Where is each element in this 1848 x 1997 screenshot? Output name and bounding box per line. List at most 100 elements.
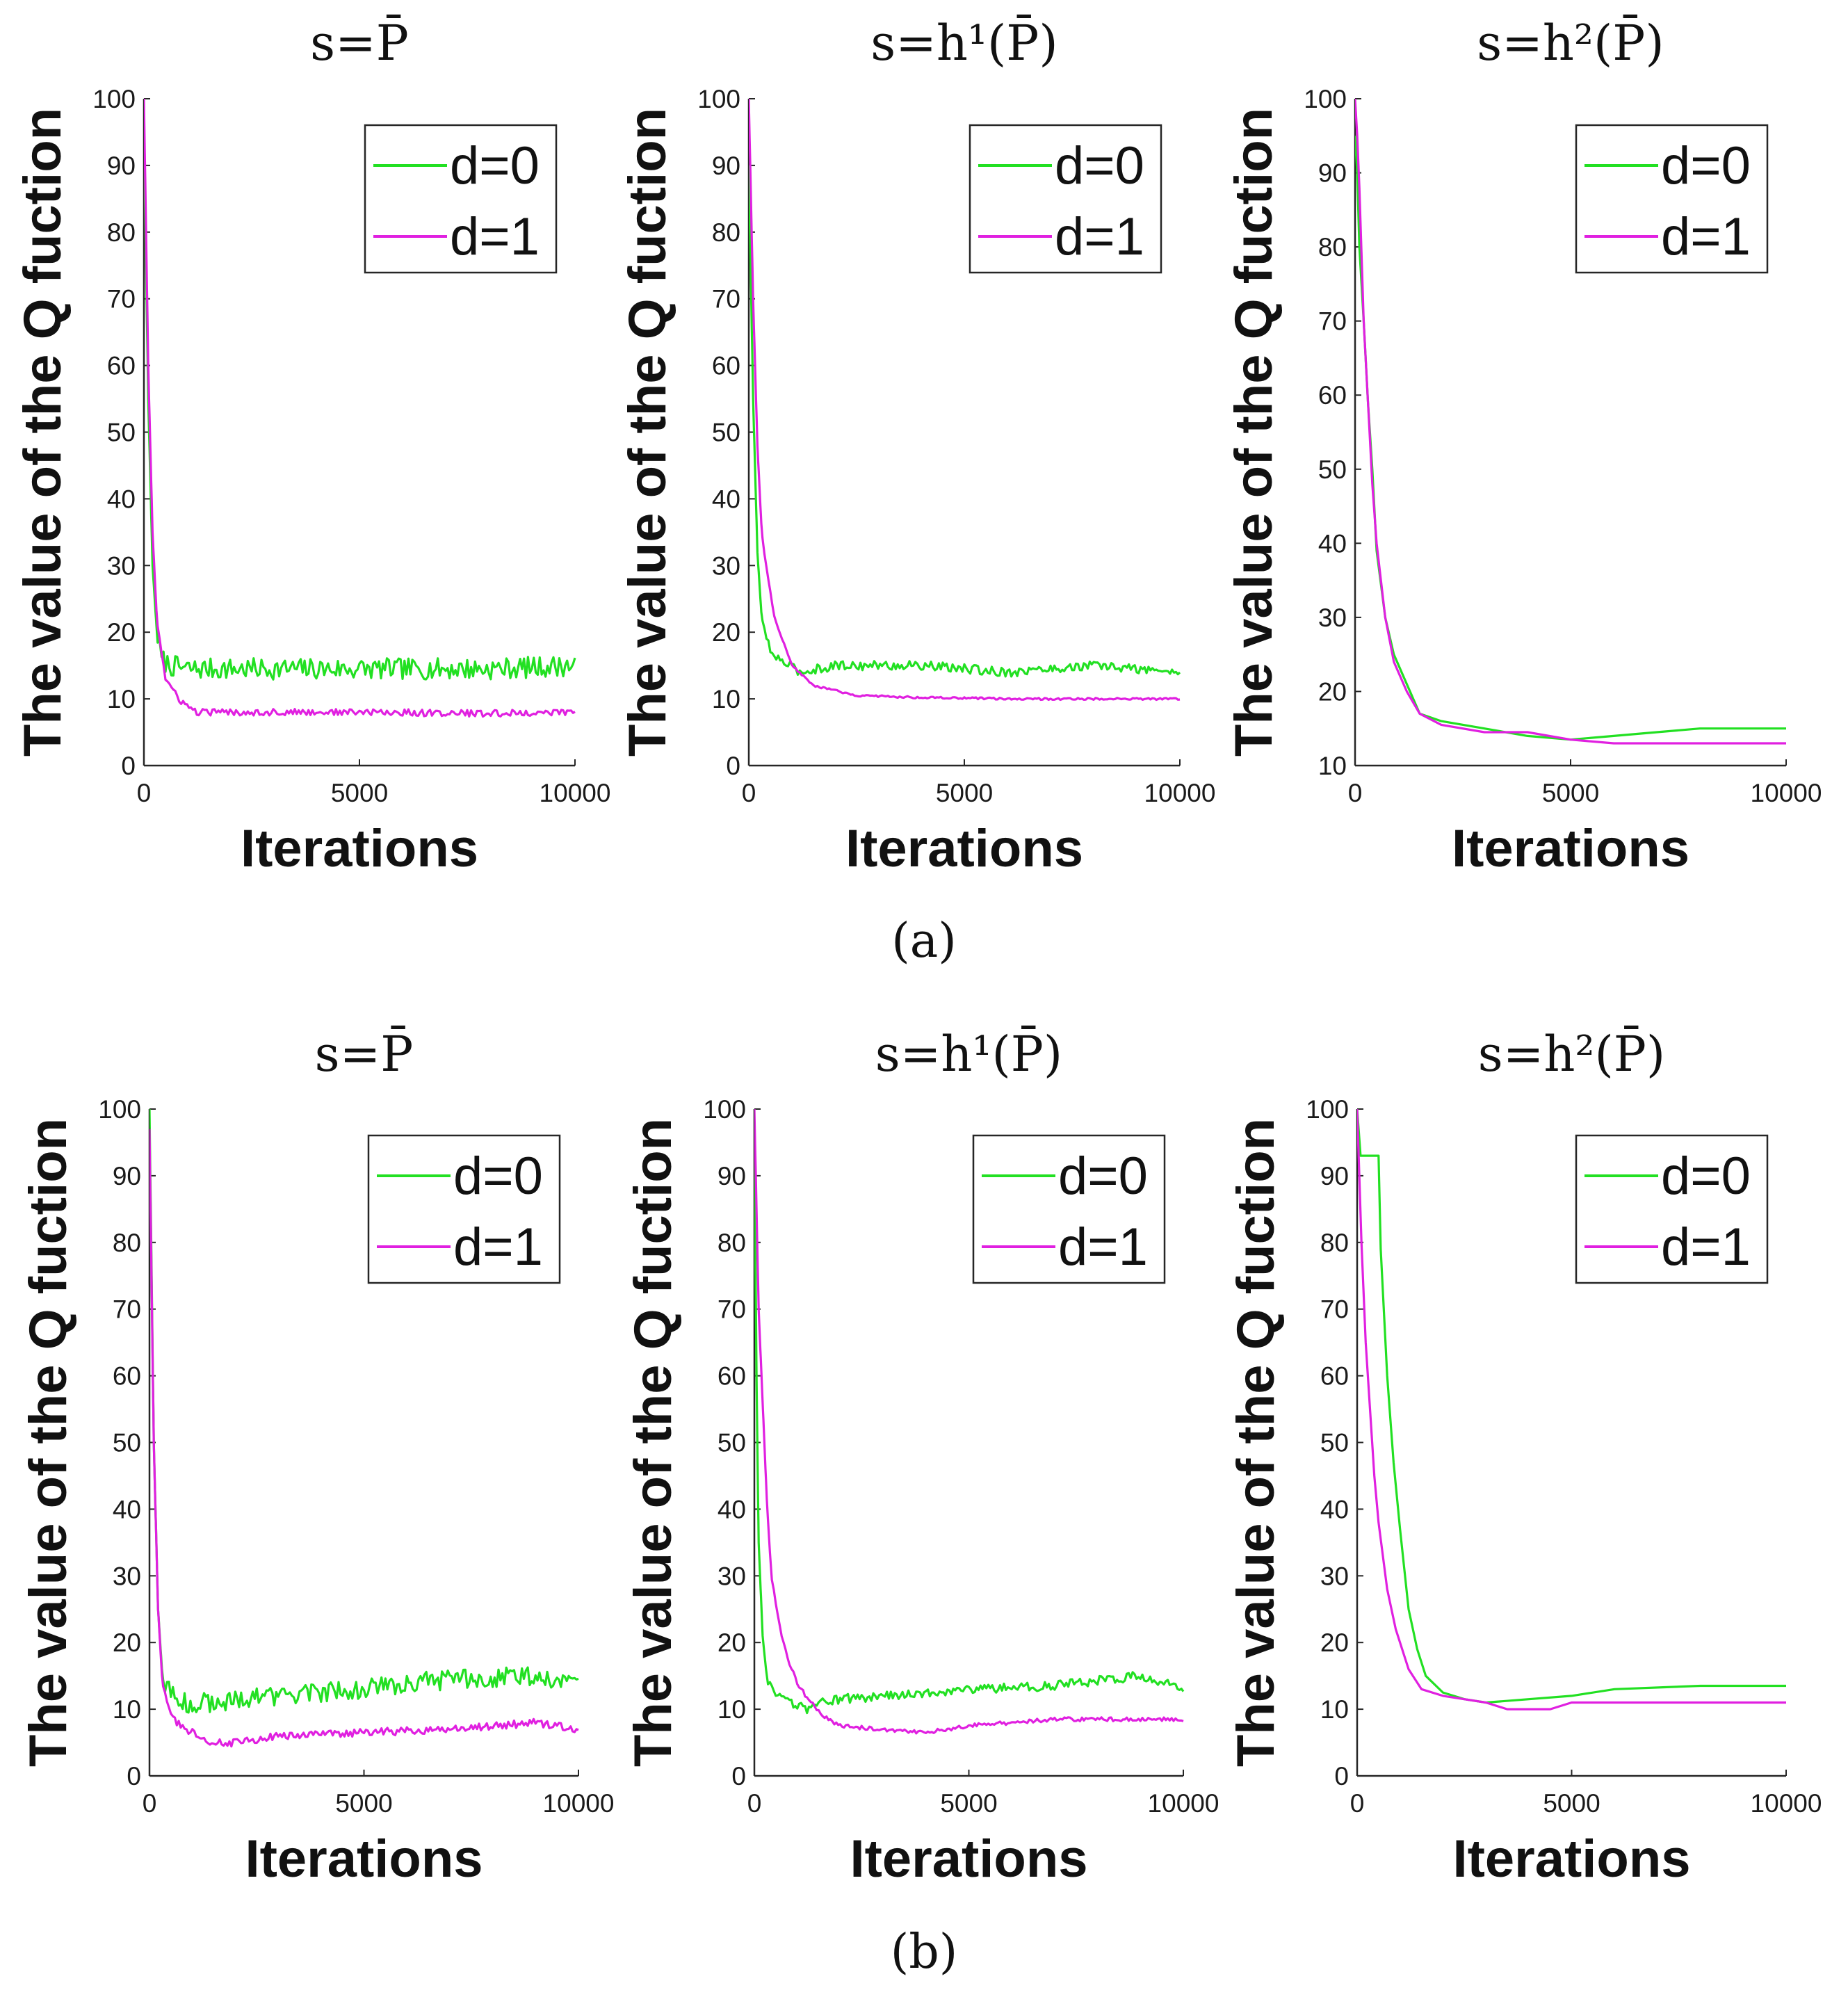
- y-tick-label: 60: [107, 352, 136, 380]
- y-tick-label: 30: [1318, 604, 1347, 632]
- legend-label-d0: d=0: [453, 1147, 543, 1206]
- y-tick-label: 90: [1320, 1162, 1349, 1190]
- x-tick-label: 0: [742, 779, 756, 807]
- legend-label-d1: d=1: [1661, 207, 1751, 266]
- y-tick-label: 90: [113, 1162, 141, 1190]
- y-tick-label: 40: [712, 485, 740, 513]
- chart-title: s=h¹(P̄): [875, 1025, 1062, 1083]
- series-line-d1: [754, 1108, 1184, 1735]
- y-tick-label: 60: [113, 1362, 141, 1391]
- y-tick-label: 80: [718, 1229, 746, 1257]
- x-tick-label: 0: [143, 1789, 157, 1818]
- y-axis-label: The value of the Q fuction: [1226, 1118, 1286, 1767]
- x-axis-label: Iterations: [1452, 819, 1689, 878]
- y-tick-label: 20: [718, 1628, 746, 1657]
- series-line-d1: [749, 98, 1181, 702]
- series-line-d1: [1355, 98, 1786, 745]
- y-tick-label: 70: [1318, 307, 1347, 336]
- chart-panel-5: s=h¹(P̄) 0 10 20 30 40 50 60 70 80 90 100 0 5000 10000…: [624, 1025, 1219, 1889]
- series-line-d0: [144, 131, 576, 681]
- legend-label-d0: d=0: [1661, 1147, 1751, 1206]
- y-tick-label: 70: [113, 1295, 141, 1324]
- y-tick-label: 50: [1320, 1429, 1349, 1457]
- y-tick-label: 80: [113, 1229, 141, 1257]
- chart-panel-4: s=P̄ 0 10 20 30 40 50 60 70 80 90 100 0 5000 10000 Iter…: [19, 1025, 614, 1889]
- y-axis-label: The value of the Q fuction: [624, 1118, 683, 1767]
- x-axis-label: Iterations: [245, 1829, 483, 1889]
- chart-title: s=P̄: [315, 1025, 414, 1083]
- y-tick-label: 70: [718, 1295, 746, 1324]
- y-tick-label: 70: [1320, 1295, 1349, 1324]
- legend-label-d0: d=0: [1661, 136, 1751, 195]
- y-tick-label: 50: [718, 1429, 746, 1457]
- x-tick-label: 0: [747, 1789, 762, 1818]
- y-tick-label: 70: [712, 285, 740, 314]
- y-tick-label: 60: [712, 352, 740, 380]
- series-line-d0: [754, 1142, 1185, 1715]
- chart-panel-1: s=P̄ 0 10 20 30 40 50 60 70 80 90 100 0 5000 10000 Iter…: [13, 14, 610, 878]
- y-axis-label: The value of the Q fuction: [1224, 108, 1283, 757]
- chart-title: s=P̄: [310, 14, 409, 72]
- y-tick-label: 20: [1318, 677, 1347, 706]
- legend-box: [364, 124, 558, 274]
- y-tick-label: 10: [1318, 752, 1347, 780]
- legend-label-d1: d=1: [450, 207, 540, 266]
- x-tick-label: 10000: [1148, 1789, 1219, 1818]
- legend-label-d1: d=1: [1661, 1218, 1751, 1277]
- chart-panel-6: s=h²(P̄) 0 10 20 30 40 50 60 70 80 90 100 0 5000 10000…: [1226, 1025, 1822, 1889]
- x-tick-label: 10000: [1144, 779, 1216, 807]
- y-tick-label: 80: [1320, 1229, 1349, 1257]
- y-tick-label: 40: [113, 1495, 141, 1523]
- y-tick-label: 60: [1320, 1362, 1349, 1391]
- y-tick-label: 0: [1334, 1762, 1349, 1790]
- legend-box: [1575, 1134, 1769, 1284]
- y-tick-label: 10: [712, 685, 740, 713]
- y-tick-label: 10: [107, 685, 136, 713]
- series-line-d0: [149, 1108, 579, 1714]
- y-tick-label: 40: [718, 1495, 746, 1523]
- y-tick-label: 90: [107, 152, 136, 180]
- chart-panel-2: s=h¹(P̄) 0 10 20 30 40 50 60 70 80 90 100 0 5000 10000…: [618, 14, 1215, 878]
- legend-label-d0: d=0: [1055, 136, 1144, 195]
- series-line-d1: [144, 98, 576, 718]
- y-tick-label: 10: [113, 1695, 141, 1724]
- y-tick-label: 100: [98, 1095, 141, 1124]
- x-axis-label: Iterations: [241, 819, 478, 878]
- y-tick-label: 40: [107, 485, 136, 513]
- x-tick-label: 0: [1350, 1789, 1365, 1818]
- y-tick-label: 90: [1318, 159, 1347, 188]
- chart-title: s=h²(P̄): [1478, 1025, 1665, 1083]
- y-tick-label: 10: [718, 1695, 746, 1724]
- x-tick-label: 10000: [1751, 779, 1822, 807]
- caption-b: (b): [891, 1925, 958, 1980]
- y-tick-label: 60: [718, 1362, 746, 1391]
- chart-panel-3: s=h²(P̄) 10 20 30 40 50 60 70 80 90 100 0 5000 10000 I…: [1224, 14, 1822, 878]
- y-axis-label: The value of the Q fuction: [618, 108, 677, 757]
- y-tick-label: 50: [107, 419, 136, 447]
- chart-title: s=h²(P̄): [1477, 14, 1664, 72]
- y-tick-label: 100: [1306, 1095, 1349, 1124]
- y-tick-label: 20: [107, 618, 136, 647]
- y-tick-label: 80: [1318, 233, 1347, 261]
- legend-label-d0: d=0: [450, 136, 540, 195]
- x-tick-label: 0: [137, 779, 152, 807]
- x-tick-label: 10000: [540, 779, 611, 807]
- legend-label-d1: d=1: [1058, 1218, 1148, 1277]
- series-line-d1: [149, 1129, 579, 1748]
- y-tick-label: 10: [1320, 1695, 1349, 1724]
- x-tick-label: 5000: [335, 1789, 392, 1818]
- y-tick-label: 0: [726, 752, 740, 780]
- legend-label-d1: d=1: [1055, 207, 1144, 266]
- y-axis-label: The value of the Q fuction: [13, 108, 72, 757]
- x-tick-label: 10000: [1751, 1789, 1822, 1818]
- legend-box: [972, 1134, 1166, 1284]
- y-tick-label: 30: [718, 1562, 746, 1590]
- y-tick-label: 50: [712, 419, 740, 447]
- y-tick-label: 30: [1320, 1562, 1349, 1590]
- y-tick-label: 50: [1318, 455, 1347, 484]
- x-axis-label: Iterations: [845, 819, 1083, 878]
- x-tick-label: 10000: [543, 1789, 615, 1818]
- y-tick-label: 0: [731, 1762, 746, 1790]
- y-tick-label: 0: [121, 752, 136, 780]
